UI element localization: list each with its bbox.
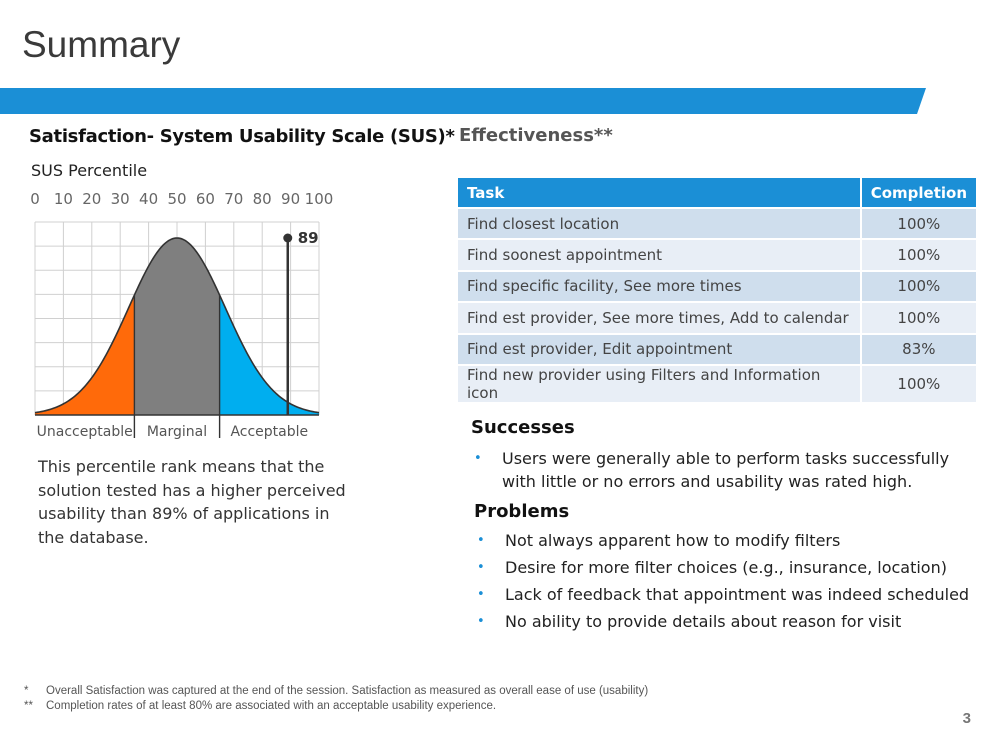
table-header-row: Task Completion <box>458 178 976 209</box>
sus-percentile-chart: 0 10 20 30 40 50 60 70 80 90 100 Unacceptable Margi… <box>30 190 333 440</box>
sus-zone-labels: Unacceptable Marginal Acceptable <box>37 424 308 440</box>
footnote-text: Completion rates of at least 80% are ass… <box>46 700 497 712</box>
task-cell: Find soonest appointment <box>458 240 862 272</box>
scale-tick-label: 10 <box>54 190 73 208</box>
bullet-icon: • <box>474 451 482 466</box>
scale-tick-label: 30 <box>111 190 130 208</box>
sus-heading: Satisfaction- System Usability Scale (SU… <box>29 126 455 147</box>
problems-heading: Problems <box>474 501 570 522</box>
sus-description: This percentile rank means that the solu… <box>38 457 346 547</box>
sus-bell-curve <box>34 237 320 414</box>
sus-scale-ticks: 0 10 20 30 40 50 60 70 80 90 100 <box>30 190 333 208</box>
column-header-completion: Completion <box>861 178 976 209</box>
scale-tick-label: 70 <box>224 190 243 208</box>
effectiveness-heading: Effectiveness** <box>459 125 613 146</box>
zone-fill <box>134 238 220 415</box>
completion-cell: 83% <box>861 334 976 366</box>
zone-fill <box>35 295 135 415</box>
scale-tick-label: 40 <box>139 190 158 208</box>
footnote: ** Completion rates of at least 80% are a… <box>24 700 496 712</box>
list-item: • Not always apparent how to modify filt… <box>475 530 975 557</box>
scale-tick-label: 0 <box>30 190 40 208</box>
table-row: Find new provider using Filters and Info… <box>458 365 976 404</box>
completion-cell: 100% <box>861 240 976 272</box>
zone-label: Marginal <box>147 424 207 440</box>
footnote-marker: * <box>24 685 29 697</box>
table-row: Find soonest appointment 100% <box>458 240 976 272</box>
completion-cell: 100% <box>861 365 976 404</box>
table-row: Find est provider, See more times, Add t… <box>458 303 976 335</box>
problem-text: Lack of feedback that appointment was in… <box>505 585 970 604</box>
scale-tick-label: 90 <box>281 190 300 208</box>
scale-tick-label: 80 <box>253 190 272 208</box>
problem-text: Not always apparent how to modify filter… <box>505 531 841 550</box>
sus-zone-dividers <box>133 295 221 438</box>
bullet-icon: • <box>477 614 485 629</box>
list-item: • Lack of feedback that appointment was … <box>475 584 975 611</box>
completion-cell: 100% <box>861 209 976 241</box>
table-row: Find est provider, Edit appointment 83% <box>458 334 976 366</box>
sus-score-marker-dot <box>283 233 293 243</box>
table-row: Find specific facility, See more times 1… <box>458 271 976 304</box>
footnote-text: Overall Satisfaction was captured at the… <box>46 685 649 697</box>
list-item: • No ability to provide details about re… <box>475 611 975 638</box>
task-cell: Find closest location <box>458 209 862 241</box>
scale-tick-label: 60 <box>196 190 215 208</box>
effectiveness-table: Task Completion Find closest location 10… <box>458 178 976 404</box>
page-number: 3 <box>962 710 971 727</box>
sus-subheading: SUS Percentile <box>31 161 148 180</box>
sus-zones <box>35 238 319 415</box>
zone-label: Acceptable <box>230 424 308 440</box>
footnote-marker: ** <box>24 700 33 712</box>
list-item: • Users were generally able to perform t… <box>472 447 952 493</box>
completion-cell: 100% <box>861 303 976 335</box>
success-text: Users were generally able to perform tas… <box>502 449 950 491</box>
successes-heading: Successes <box>471 417 575 438</box>
scale-tick-label: 20 <box>82 190 101 208</box>
completion-cell: 100% <box>861 271 976 304</box>
slide-title: Summary <box>22 24 181 65</box>
task-cell: Find est provider, Edit appointment <box>458 334 862 366</box>
sus-score-label: 89 <box>298 229 319 247</box>
task-cell: Find specific facility, See more times <box>458 271 862 304</box>
table-row: Find closest location 100% <box>458 209 976 241</box>
task-cell: Find est provider, See more times, Add t… <box>458 303 862 335</box>
zone-fill <box>219 295 319 415</box>
problem-text: No ability to provide details about reas… <box>505 612 902 631</box>
list-item: • Desire for more filter choices (e.g., … <box>475 557 975 584</box>
bullet-icon: • <box>477 587 485 602</box>
successes-list: • Users were generally able to perform t… <box>472 447 952 493</box>
task-cell: Find new provider using Filters and Info… <box>458 365 862 404</box>
column-header-task: Task <box>458 178 862 209</box>
bullet-icon: • <box>477 560 485 575</box>
zone-label: Unacceptable <box>37 424 133 440</box>
bullet-icon: • <box>477 533 485 548</box>
scale-tick-label: 50 <box>167 190 186 208</box>
title-banner <box>0 88 926 114</box>
problem-text: Desire for more filter choices (e.g., in… <box>505 558 947 577</box>
problems-list: • Not always apparent how to modify filt… <box>475 530 975 638</box>
footnote: * Overall Satisfaction was captured at th… <box>24 685 648 697</box>
scale-tick-label: 100 <box>305 190 334 208</box>
